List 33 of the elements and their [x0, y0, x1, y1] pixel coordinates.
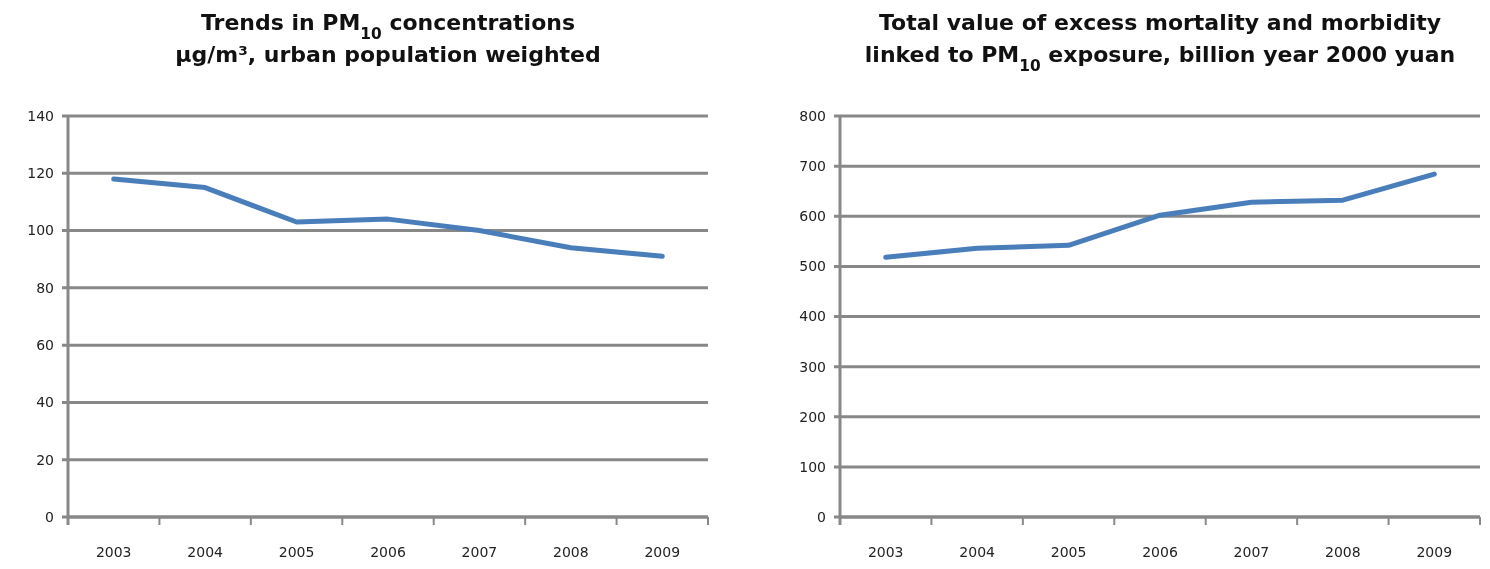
- x-tick-label: 2006: [1142, 544, 1178, 560]
- chart-title: Trends in PM$_{10}$ concentrations µg/m³, urban population weighted: [175, 10, 601, 67]
- x-tick-label: 2003: [867, 544, 904, 560]
- y-tick-label: 300: [799, 358, 826, 375]
- y-tick-label: 0: [45, 508, 54, 525]
- x-tick-label: 2008: [1325, 544, 1361, 560]
- y-tick-label: 140: [27, 107, 54, 124]
- y-tick-label: 200: [799, 408, 826, 425]
- y-tick-label: 100: [27, 222, 54, 239]
- x-tick-label: 2005: [278, 544, 315, 560]
- x-tick-label: 2009: [1416, 544, 1453, 560]
- y-tick-label: 800: [799, 107, 826, 124]
- y-tick-label: 80: [36, 279, 54, 296]
- y-tick-label: 600: [799, 208, 826, 225]
- x-tick-label: 2004: [187, 544, 224, 560]
- x-tick-label: 2003: [95, 544, 132, 560]
- y-tick-label: 20: [36, 451, 54, 468]
- y-tick-label: 60: [36, 337, 54, 354]
- y-tick-label: 100: [799, 458, 826, 475]
- y-tick-label: 700: [799, 158, 826, 175]
- y-tick-label: 500: [799, 258, 826, 275]
- x-tick-label: 2004: [959, 544, 996, 560]
- y-tick-label: 0: [817, 508, 826, 525]
- x-tick-label: 2008: [553, 544, 589, 560]
- x-tick-label: 2006: [370, 544, 406, 560]
- y-tick-label: 400: [799, 308, 826, 325]
- x-tick-label: 2007: [1233, 544, 1270, 560]
- y-tick-label: 40: [36, 394, 54, 411]
- x-tick-label: 2007: [461, 544, 498, 560]
- chart-title: Total value of excess mortality and morbidity linked to PM$_{10}$ exposure, billion year 2000 yuan: [864, 10, 1456, 75]
- x-tick-label: 2005: [1050, 544, 1087, 560]
- y-tick-label: 120: [27, 165, 54, 182]
- x-tick-label: 2009: [644, 544, 681, 560]
